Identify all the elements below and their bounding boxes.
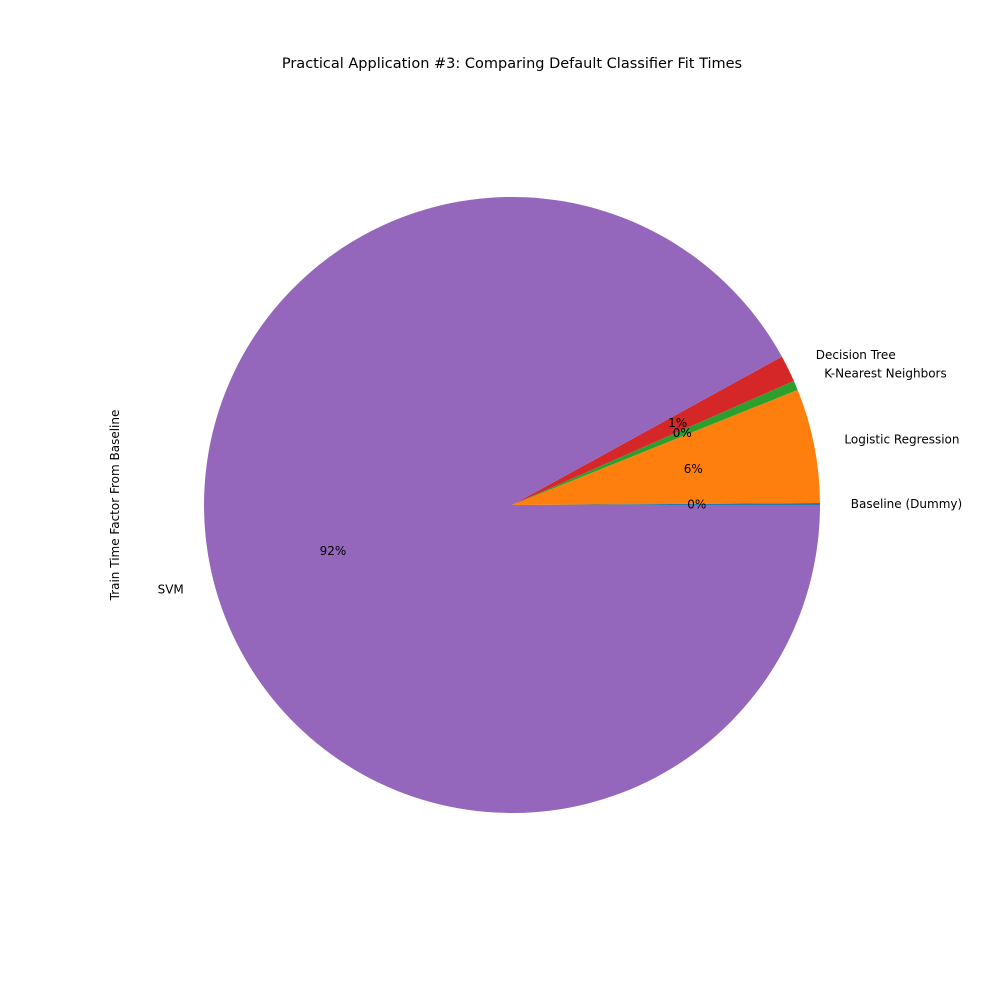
pie-slice-k-nearest-neighbors xyxy=(512,380,798,505)
pct-label-decision-tree: 1% xyxy=(668,416,687,430)
pct-label-svm: 92% xyxy=(320,544,347,558)
pct-label-k-nearest-neighbors: 0% xyxy=(673,426,692,440)
pie-slice-labels: Baseline (Dummy) Logistic Regression K-Nea… xyxy=(158,348,963,596)
slice-label-baseline-dummy: Baseline (Dummy) xyxy=(851,497,962,511)
slice-label-decision-tree: Decision Tree xyxy=(816,348,896,362)
slice-label-svm: SVM xyxy=(158,582,184,596)
pie-percent-labels: 0%6%0%1%92% xyxy=(320,416,707,558)
y-axis-label: Train Time Factor From Baseline xyxy=(108,410,122,602)
pie-slice-baseline-dummy xyxy=(512,503,820,505)
slice-label-k-nearest-neighbors: K-Nearest Neighbors xyxy=(824,366,947,380)
pie-slice-svm xyxy=(203,197,821,814)
pct-label-logistic-regression: 6% xyxy=(684,462,703,476)
pie-slices xyxy=(203,197,821,814)
slice-label-logistic-regression: Logistic Regression xyxy=(844,432,959,446)
pie-slice-logistic-regression xyxy=(512,389,820,505)
chart-title: Practical Application #3: Comparing Defa… xyxy=(282,56,742,72)
pie-slice-decision-tree xyxy=(512,356,794,505)
pct-label-baseline-dummy: 0% xyxy=(687,497,706,511)
